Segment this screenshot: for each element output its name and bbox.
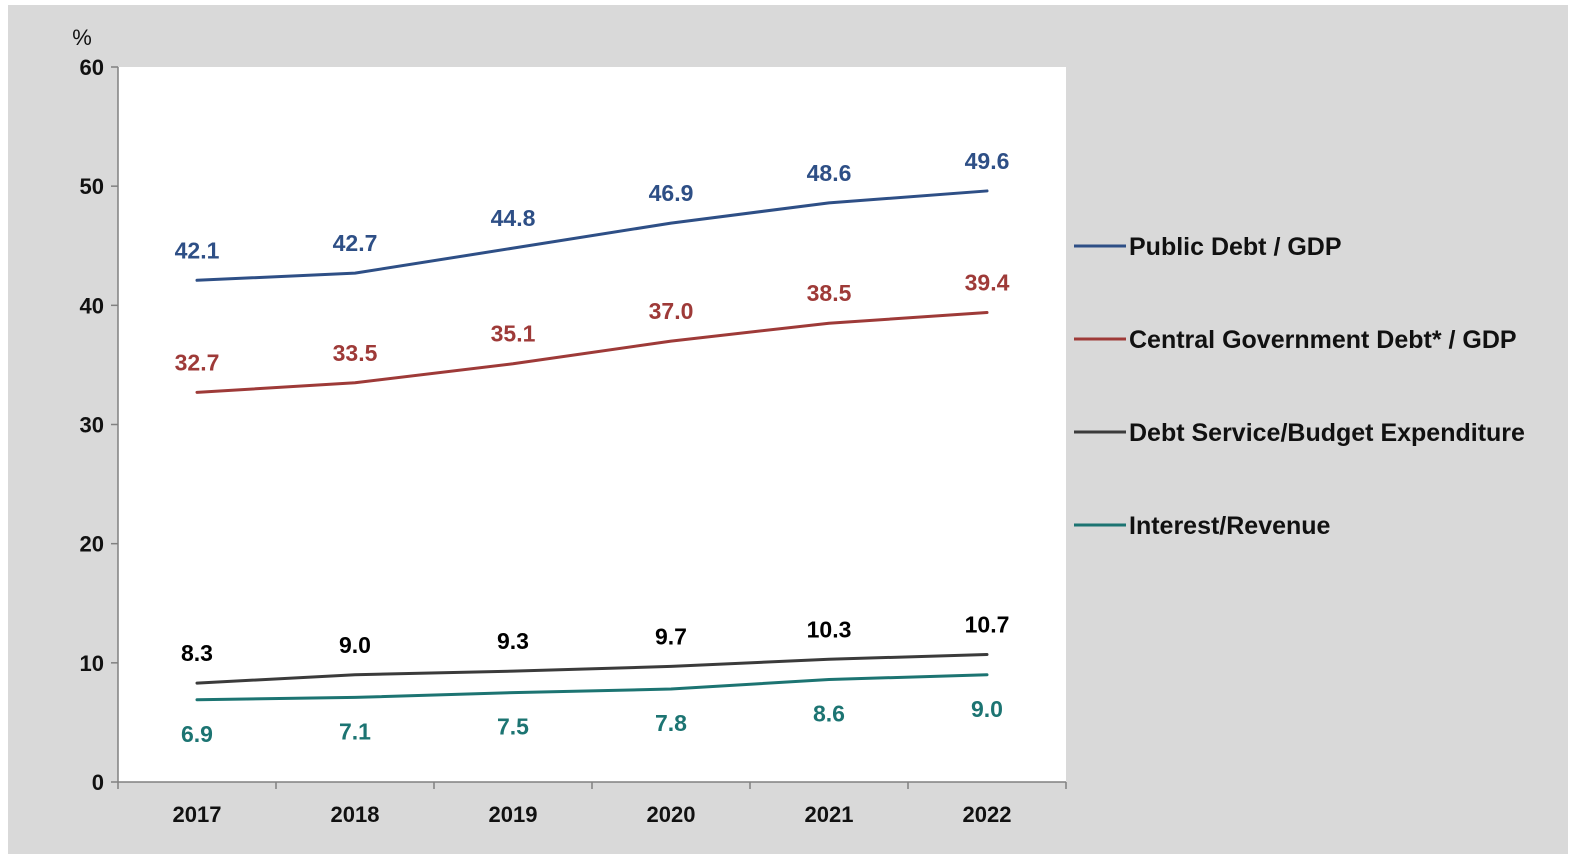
series-line bbox=[195, 652, 989, 685]
x-tick-label: 2021 bbox=[805, 802, 854, 827]
legend-label: Interest/Revenue bbox=[1129, 512, 1331, 540]
y-axis: 0 10 20 30 40 50 60 bbox=[80, 55, 119, 795]
y-tick-label: 0 bbox=[92, 770, 104, 795]
plot-area bbox=[118, 67, 1066, 782]
data-label: 8.6 bbox=[813, 701, 845, 727]
data-label: 49.6 bbox=[965, 148, 1010, 174]
series-line bbox=[195, 189, 989, 282]
legend-item: Interest/Revenue bbox=[1074, 512, 1331, 540]
x-tick-label: 2020 bbox=[647, 802, 696, 827]
data-label: 7.5 bbox=[497, 714, 529, 740]
x-tick-label: 2017 bbox=[173, 802, 222, 827]
y-tick-label: 40 bbox=[80, 293, 104, 318]
data-label: 10.3 bbox=[807, 616, 852, 642]
legend-item: Public Debt / GDP bbox=[1074, 233, 1342, 261]
data-label: 9.0 bbox=[339, 632, 371, 658]
data-label: 48.6 bbox=[807, 160, 852, 186]
series-1: 42.1 42.7 44.8 46.9 48.6 49.6 bbox=[175, 148, 1010, 282]
data-label: 39.4 bbox=[965, 269, 1010, 295]
data-label: 7.1 bbox=[339, 718, 371, 744]
legend-label: Public Debt / GDP bbox=[1129, 233, 1342, 261]
data-label: 9.0 bbox=[971, 696, 1003, 722]
data-label: 10.7 bbox=[965, 611, 1010, 637]
legend: Public Debt / GDP Central Government Debt… bbox=[1074, 233, 1525, 540]
legend-label: Central Government Debt* / GDP bbox=[1129, 326, 1517, 354]
x-axis: 2017 2018 2019 2020 2021 2022 bbox=[117, 781, 1067, 827]
data-label: 32.7 bbox=[175, 349, 220, 375]
y-tick-label: 10 bbox=[80, 651, 104, 676]
y-tick-label: 20 bbox=[80, 532, 104, 557]
data-label: 9.7 bbox=[655, 623, 687, 649]
x-tick-label: 2022 bbox=[963, 802, 1012, 827]
data-label: 33.5 bbox=[333, 340, 378, 366]
data-label: 37.0 bbox=[649, 298, 694, 324]
series-2: 32.7 33.5 35.1 37.0 38.5 39.4 bbox=[175, 269, 1010, 394]
data-label: 7.8 bbox=[655, 710, 687, 736]
data-label: 9.3 bbox=[497, 628, 529, 654]
series-4: 6.9 7.1 7.5 7.8 8.6 9.0 bbox=[181, 673, 1003, 747]
series-line bbox=[195, 673, 989, 702]
x-tick-label: 2019 bbox=[489, 802, 538, 827]
legend-item: Central Government Debt* / GDP bbox=[1074, 326, 1517, 354]
legend-item: Debt Service/Budget Expenditure bbox=[1074, 419, 1525, 447]
series-line bbox=[195, 310, 989, 394]
data-label: 42.1 bbox=[175, 237, 220, 263]
series-3: 8.3 9.0 9.3 9.7 10.3 10.7 bbox=[181, 611, 1010, 685]
data-label: 44.8 bbox=[491, 205, 536, 231]
series-layer: 42.1 42.7 44.8 46.9 48.6 49.6 32.7 33.5 35.1 37.0… bbox=[175, 148, 1010, 747]
x-tick-label: 2018 bbox=[331, 802, 380, 827]
data-label: 38.5 bbox=[807, 280, 852, 306]
y-tick-label: 30 bbox=[80, 413, 104, 438]
y-tick-label: 50 bbox=[80, 174, 104, 199]
data-label: 46.9 bbox=[649, 180, 694, 206]
legend-label: Debt Service/Budget Expenditure bbox=[1129, 419, 1525, 447]
data-label: 6.9 bbox=[181, 721, 213, 747]
data-label: 35.1 bbox=[491, 321, 536, 347]
data-label: 8.3 bbox=[181, 640, 213, 666]
y-tick-label: 60 bbox=[80, 55, 104, 80]
data-label: 42.7 bbox=[333, 230, 378, 256]
y-axis-unit-label: % bbox=[72, 25, 92, 50]
